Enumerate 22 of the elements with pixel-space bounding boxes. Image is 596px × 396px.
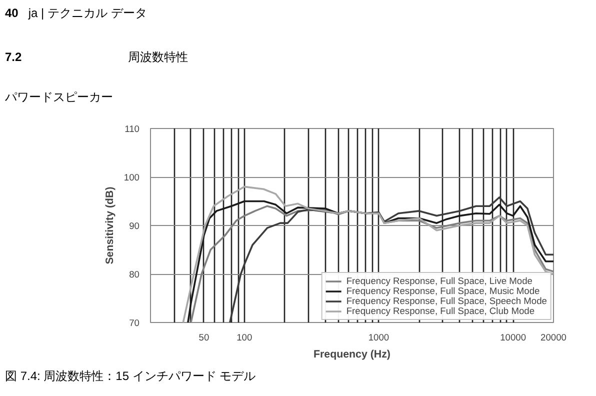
x-tick-label: 100	[236, 332, 252, 342]
y-tick-label: 110	[124, 124, 140, 134]
legend-label: Frequency Response, Full Space, Speech Mode	[346, 296, 547, 306]
x-tick-label: 50	[198, 332, 210, 342]
chart-title: 周波数特性	[128, 50, 188, 64]
y-tick-label: 90	[129, 221, 140, 231]
legend-label: Frequency Response, Full Space, Music Mode	[346, 286, 540, 296]
x-tick-label: 1000	[368, 332, 390, 342]
y-tick-label: 80	[129, 270, 140, 280]
legend-label: Frequency Response, Full Space, Club Mode	[346, 306, 535, 316]
y-tick-label: 70	[129, 318, 140, 328]
text: ja | テクニカル データ	[28, 6, 147, 20]
text: 40	[5, 6, 18, 20]
legend-label: Frequency Response, Full Space, Live Mode	[346, 276, 532, 286]
x-axis-title: Frequency (Hz)	[314, 348, 391, 360]
caption: 図 7.4: 周波数特性：15 インチパワード モデル	[5, 368, 256, 385]
x-tick-label: 10000	[500, 332, 526, 342]
y-tick-label: 100	[124, 172, 140, 182]
x-tick-label: 20000	[540, 332, 566, 342]
y-axis-title: Sensitivity (dB)	[104, 186, 116, 264]
text: 7.2	[5, 49, 23, 66]
chart-subtitle: パワードスピーカー	[5, 89, 113, 106]
